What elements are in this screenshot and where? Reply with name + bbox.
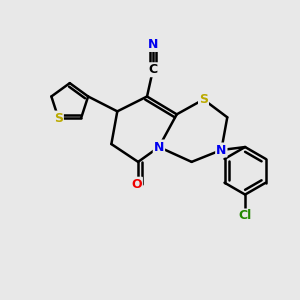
Text: Cl: Cl bbox=[238, 209, 252, 223]
Text: N: N bbox=[148, 38, 158, 51]
Text: N: N bbox=[154, 140, 164, 154]
Text: S: S bbox=[54, 112, 63, 124]
Text: C: C bbox=[148, 63, 158, 76]
Text: S: S bbox=[199, 93, 208, 106]
Text: O: O bbox=[131, 178, 142, 191]
Text: N: N bbox=[216, 143, 226, 157]
